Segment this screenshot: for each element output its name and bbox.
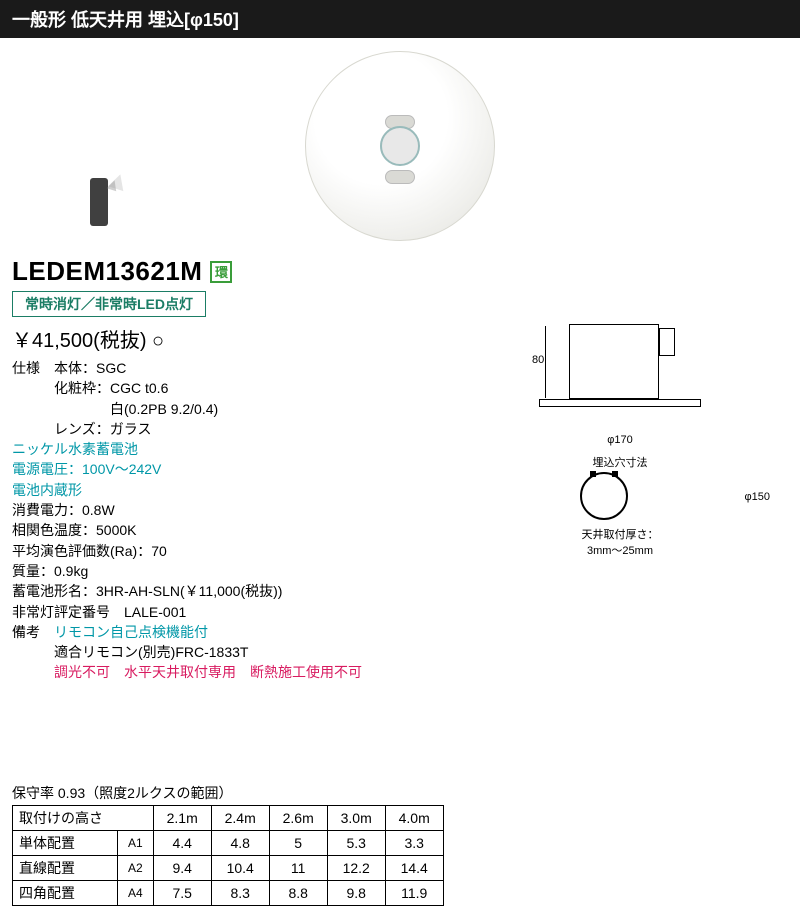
remote-icon — [90, 178, 108, 226]
cut-circle — [580, 472, 628, 520]
row1-v4: 14.4 — [385, 855, 443, 880]
phi170: φ170 — [470, 434, 770, 446]
maintenance-label: 保守率 0.93（照度2ルクスの範囲） — [0, 783, 800, 805]
mode-label: 常時消灯／非常時LED点灯 — [12, 291, 206, 317]
coverage-table: 取付けの高さ 2.1m 2.4m 2.6m 3.0m 4.0m 単体配置 A1 … — [12, 805, 444, 906]
row0-v1: 4.8 — [211, 830, 269, 855]
category-header: 一般形 低天井用 埋込[φ150] — [0, 0, 800, 38]
spec-cert: 非常灯評定番号 LALE-001 — [12, 602, 788, 622]
hdr-height: 取付けの高さ — [13, 805, 154, 830]
hdr-30: 3.0m — [327, 805, 385, 830]
thick-label: 天井取付厚さ： — [470, 526, 770, 542]
table-header-row: 取付けの高さ 2.1m 2.4m 2.6m 3.0m 4.0m — [13, 805, 444, 830]
phi150: φ150 — [745, 491, 771, 503]
side-flange — [539, 399, 701, 407]
spec-notes: 備考 リモコン自己点検機能付 — [12, 622, 788, 642]
dimension-diagram: 80 φ170 埋込穴寸法 φ150 天井取付厚さ： 3mm～25mm — [470, 320, 770, 558]
row2-v1: 8.3 — [211, 880, 269, 905]
row0-code: A1 — [118, 830, 154, 855]
row2-v4: 11.9 — [385, 880, 443, 905]
row1-label: 直線配置 — [13, 855, 118, 880]
row2-v3: 9.8 — [327, 880, 385, 905]
hdr-26: 2.6m — [269, 805, 327, 830]
side-box — [569, 324, 659, 399]
product-illustration — [305, 51, 495, 241]
row2-v2: 8.8 — [269, 880, 327, 905]
model-row: LEDEM13621M 環 — [0, 253, 800, 289]
row0-label: 単体配置 — [13, 830, 118, 855]
dim-height: 80 — [545, 326, 546, 398]
spec-battery-name: 蓄電池形名：3HR-AH-SLN(￥11,000(税抜)) — [12, 581, 788, 601]
row1-code: A2 — [118, 855, 154, 880]
row0-v2: 5 — [269, 830, 327, 855]
thick-range: 3mm～25mm — [470, 542, 770, 558]
spec-body-v: 本体：SGC — [54, 360, 126, 376]
category-title: 一般形 低天井用 埋込[φ150] — [12, 10, 239, 30]
row1-v0: 9.4 — [153, 855, 211, 880]
row1-v1: 10.4 — [211, 855, 269, 880]
note-warn: 調光不可 水平天井取付専用 断熱施工使用不可 — [12, 662, 788, 682]
eco-badge: 環 — [210, 261, 232, 283]
hdr-40: 4.0m — [385, 805, 443, 830]
dim-80: 80 — [532, 354, 544, 366]
row0-v0: 4.4 — [153, 830, 211, 855]
product-detail-lower — [385, 170, 415, 184]
side-screw — [659, 328, 675, 356]
cut-label: 埋込穴寸法 — [470, 454, 770, 470]
side-view: 80 — [535, 320, 705, 430]
hdr-21: 2.1m — [153, 805, 211, 830]
row2-code: A4 — [118, 880, 154, 905]
spec-label: 仕様 — [12, 360, 40, 376]
spec-mass: 質量：0.9kg — [12, 561, 788, 581]
table-row: 四角配置 A4 7.5 8.3 8.8 9.8 11.9 — [13, 880, 444, 905]
row1-v2: 11 — [269, 855, 327, 880]
row0-v3: 5.3 — [327, 830, 385, 855]
table-row: 単体配置 A1 4.4 4.8 5 5.3 3.3 — [13, 830, 444, 855]
table-row: 直線配置 A2 9.4 10.4 11 12.2 14.4 — [13, 855, 444, 880]
row1-v3: 12.2 — [327, 855, 385, 880]
row0-v4: 3.3 — [385, 830, 443, 855]
note-compat: 適合リモコン(別売)FRC-1833T — [12, 642, 788, 662]
product-image-area — [0, 38, 800, 253]
row2-label: 四角配置 — [13, 880, 118, 905]
row2-v0: 7.5 — [153, 880, 211, 905]
note-remote: リモコン自己点検機能付 — [54, 624, 208, 640]
note-label: 備考 — [12, 624, 40, 640]
hdr-24: 2.4m — [211, 805, 269, 830]
model-number: LEDEM13621M — [12, 256, 202, 287]
product-lens — [380, 126, 420, 166]
